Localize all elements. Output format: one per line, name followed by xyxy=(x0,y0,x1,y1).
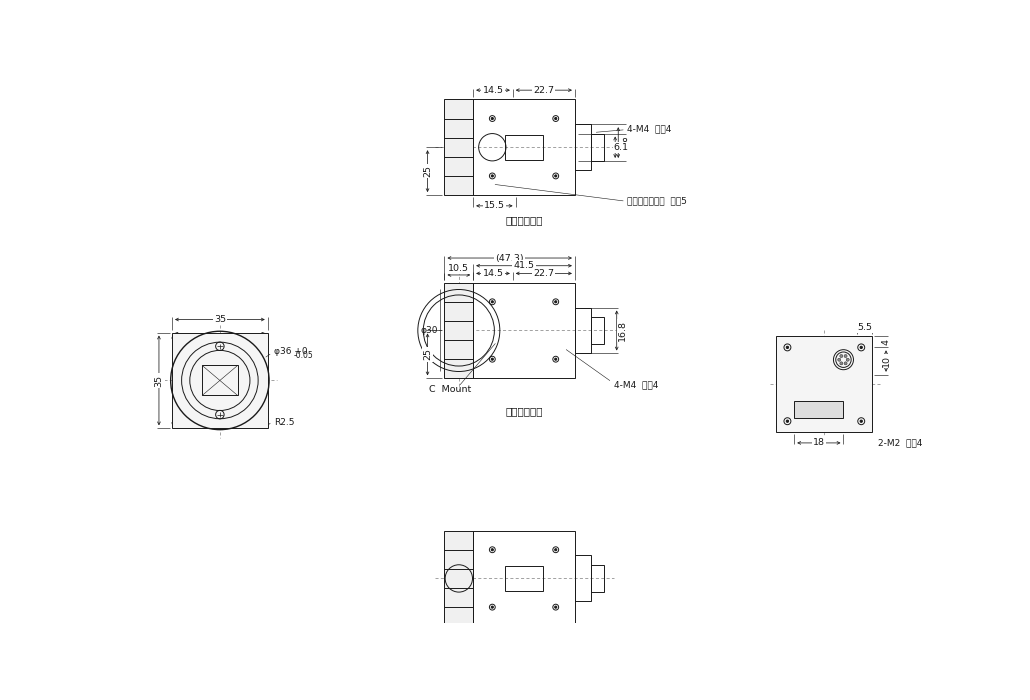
Text: 16.8: 16.8 xyxy=(618,320,627,341)
Text: 2-M2  深さ4: 2-M2 深さ4 xyxy=(879,438,923,447)
Text: 25: 25 xyxy=(423,165,432,177)
Bar xyxy=(777,337,872,432)
Text: R2.5: R2.5 xyxy=(274,418,295,426)
Bar xyxy=(473,99,575,195)
Text: 14.5: 14.5 xyxy=(482,269,504,278)
Bar xyxy=(575,125,591,170)
Bar xyxy=(591,565,605,592)
Bar xyxy=(575,307,591,354)
Text: 5.5: 5.5 xyxy=(857,323,872,332)
Circle shape xyxy=(491,358,493,361)
Text: 22.7: 22.7 xyxy=(534,269,554,278)
Text: 4-M4  深さ4: 4-M4 深さ4 xyxy=(627,125,672,134)
Bar xyxy=(473,531,575,626)
Text: 22.7: 22.7 xyxy=(534,85,554,94)
Text: 対面同一形状: 対面同一形状 xyxy=(506,215,543,225)
Circle shape xyxy=(555,301,557,303)
Bar xyxy=(445,283,473,378)
Circle shape xyxy=(491,549,493,551)
Circle shape xyxy=(555,606,557,608)
Circle shape xyxy=(847,358,849,361)
Bar xyxy=(172,332,268,428)
Circle shape xyxy=(491,118,493,120)
Circle shape xyxy=(786,420,789,422)
Bar xyxy=(505,135,543,160)
Circle shape xyxy=(555,549,557,551)
Text: 4-M4  深さ4: 4-M4 深さ4 xyxy=(614,380,658,389)
Text: 6.1: 6.1 xyxy=(614,143,629,152)
Circle shape xyxy=(860,420,862,422)
Text: 14.5: 14.5 xyxy=(482,85,504,94)
Circle shape xyxy=(839,354,843,358)
Text: φ36 +0: φ36 +0 xyxy=(274,347,308,356)
Circle shape xyxy=(555,358,557,361)
Text: カメラ三脚ネジ  深さ5: カメラ三脚ネジ 深さ5 xyxy=(627,197,687,206)
Bar xyxy=(794,400,844,419)
Bar xyxy=(473,283,575,378)
Text: 41.5: 41.5 xyxy=(514,261,535,270)
Text: 10: 10 xyxy=(882,355,891,367)
Bar xyxy=(505,566,543,591)
Text: 18: 18 xyxy=(813,438,825,447)
Bar xyxy=(445,99,473,195)
Text: 対面同一形状: 対面同一形状 xyxy=(506,406,543,416)
Text: 4: 4 xyxy=(882,339,891,345)
Text: C  Mount: C Mount xyxy=(430,384,472,393)
Bar xyxy=(445,531,473,626)
Circle shape xyxy=(839,362,843,365)
Text: 10.5: 10.5 xyxy=(448,265,470,273)
Circle shape xyxy=(491,606,493,608)
Circle shape xyxy=(837,358,840,361)
Text: φ30: φ30 xyxy=(421,326,439,335)
Text: 25: 25 xyxy=(423,349,432,361)
Circle shape xyxy=(491,301,493,303)
Circle shape xyxy=(491,175,493,177)
Bar xyxy=(575,556,591,601)
Circle shape xyxy=(860,346,862,349)
Bar xyxy=(591,317,605,344)
Bar xyxy=(202,365,238,396)
Text: 15.5: 15.5 xyxy=(484,202,505,211)
Text: 8: 8 xyxy=(621,138,627,147)
Circle shape xyxy=(844,354,847,358)
Circle shape xyxy=(844,362,847,365)
Text: -0.05: -0.05 xyxy=(294,351,314,360)
Text: (47.3): (47.3) xyxy=(495,253,524,262)
Circle shape xyxy=(786,346,789,349)
Circle shape xyxy=(555,118,557,120)
Text: 35: 35 xyxy=(154,374,164,386)
Text: 35: 35 xyxy=(214,315,226,324)
Bar xyxy=(591,134,605,161)
Circle shape xyxy=(555,175,557,177)
